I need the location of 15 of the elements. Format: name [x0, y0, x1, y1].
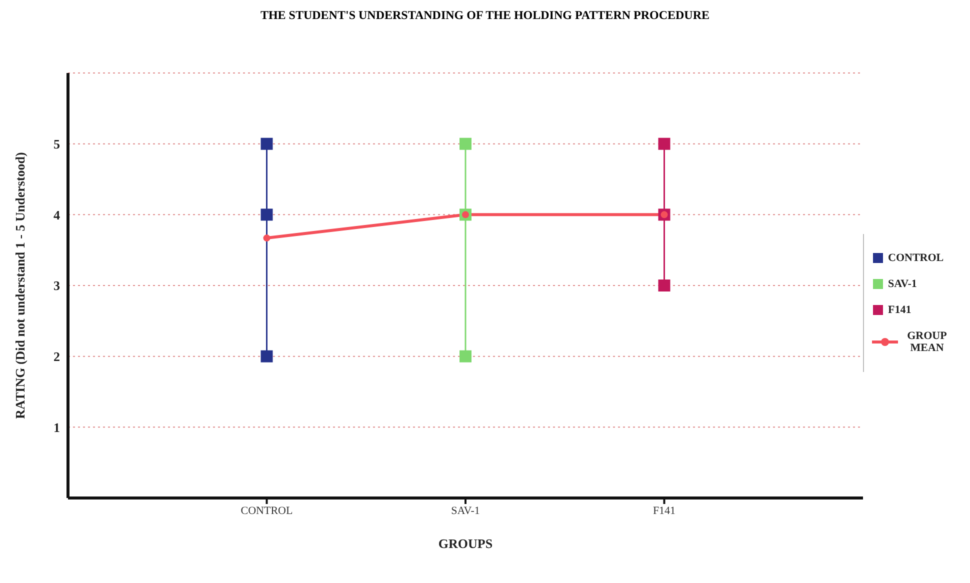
legend-label: SAV-1 — [888, 278, 917, 290]
chart-title: THE STUDENT'S UNDERSTANDING OF THE HOLDING PATTERN PROCEDURE — [259, 8, 711, 24]
legend-label: CONTROL — [888, 252, 944, 264]
y-tick-label: 3 — [54, 278, 60, 294]
x-axis-title: GROUPS — [438, 536, 493, 551]
legend-label: F141 — [888, 304, 912, 316]
y-axis-title: RATING (Did not understand 1 - 5 Understood) — [12, 152, 28, 419]
legend-label: GROUP MEAN — [906, 330, 948, 354]
x-tick-label: F141 — [652, 504, 676, 517]
y-tick-label: 5 — [54, 136, 60, 152]
x-tick-label: SAV-1 — [451, 504, 480, 517]
y-tick-label: 4 — [54, 207, 60, 222]
y-tick-label: 1 — [54, 420, 60, 435]
x-tick-label: CONTROL — [240, 504, 293, 517]
y-tick-label: 2 — [54, 348, 60, 364]
